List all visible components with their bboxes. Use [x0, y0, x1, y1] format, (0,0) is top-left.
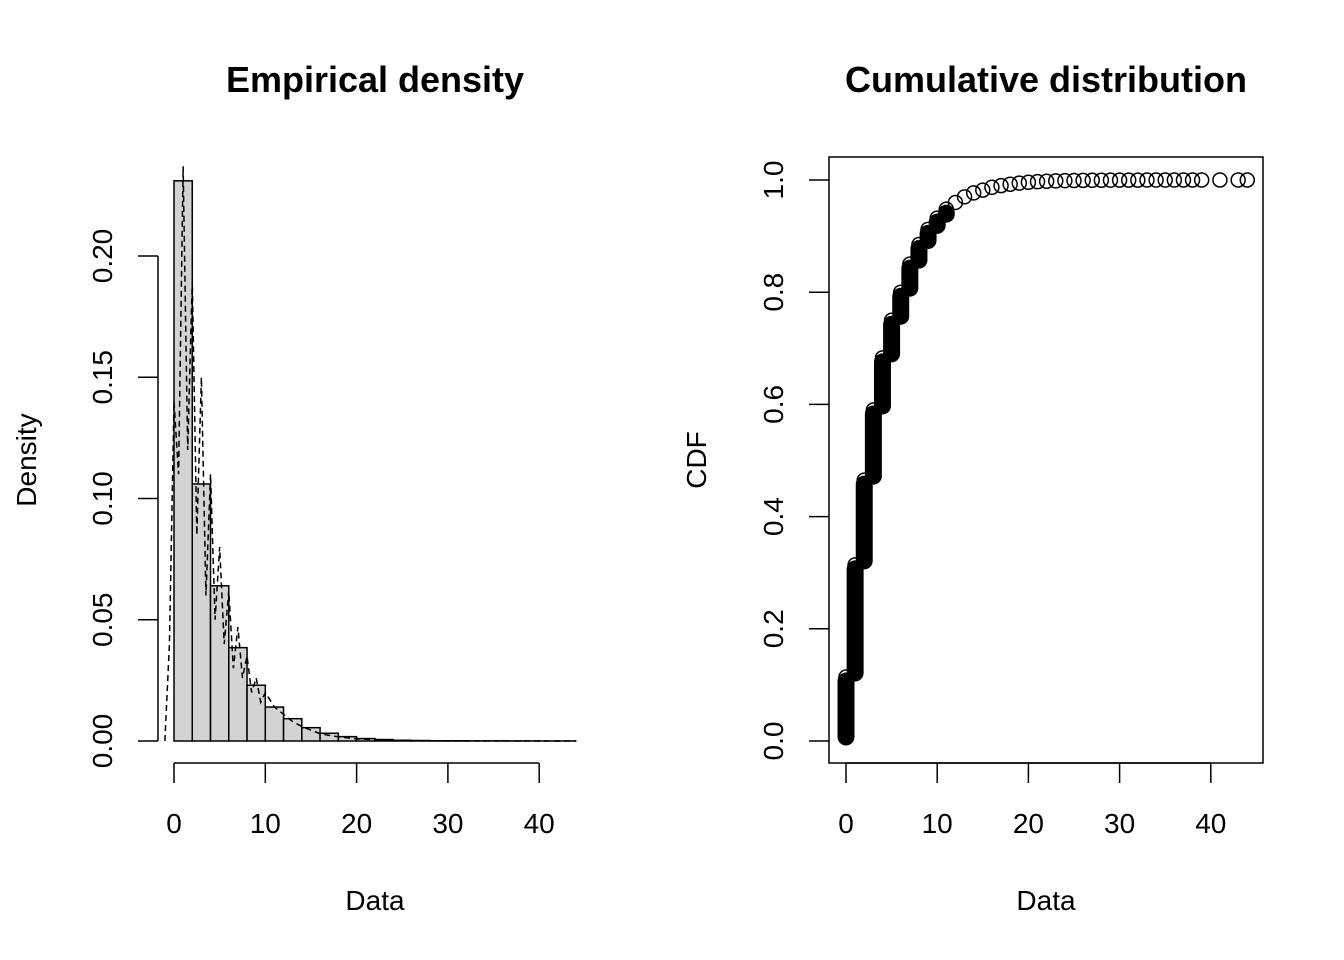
cdf-point — [1184, 172, 1201, 188]
histogram-bar — [246, 684, 267, 742]
histogram-bar — [209, 585, 230, 742]
cdf-point — [1066, 172, 1082, 189]
density-ylabel: Density — [11, 413, 42, 506]
cdf-panel: Cumulative distribution Data CDF 0 10 20 30… — [681, 59, 1264, 916]
cdf-point — [1048, 173, 1064, 189]
density-curve — [164, 166, 576, 742]
density-y-tick-label: 0.20 — [87, 229, 118, 284]
density-xlabel: Data — [345, 885, 405, 916]
cdf-y-tick-label: 0.4 — [758, 497, 789, 536]
density-y-tick-label: 0.00 — [87, 714, 118, 769]
cdf-point — [1075, 172, 1091, 189]
cdf-point — [965, 185, 982, 201]
cdf-title: Cumulative distribution — [845, 59, 1247, 100]
cdf-x-tick-label: 20 — [1013, 808, 1044, 839]
density-x-tick-label: 10 — [250, 808, 281, 839]
cdf-xlabel: Data — [1016, 885, 1076, 916]
cdf-point — [1175, 172, 1192, 188]
cdf-point — [1020, 174, 1037, 190]
cdf-plot-box — [828, 156, 1264, 764]
density-x-tick-label: 0 — [166, 808, 182, 839]
cdf-x-tick-label: 0 — [838, 808, 854, 839]
cdf-y-tick-label: 0.8 — [758, 273, 789, 312]
histogram-bar — [191, 483, 212, 742]
cdf-x-tick-label: 10 — [922, 808, 953, 839]
cdf-point — [1002, 176, 1018, 192]
cdf-point — [1011, 175, 1028, 191]
cdf-point — [1057, 172, 1073, 189]
density-title: Empirical density — [226, 59, 524, 100]
density-y-tick-label: 0.05 — [87, 593, 118, 648]
cdf-point — [1038, 173, 1055, 189]
cdf-ylabel: CDF — [681, 431, 712, 489]
cdf-point — [1084, 172, 1100, 189]
cdf-point — [1166, 172, 1183, 188]
cdf-point — [1212, 172, 1228, 188]
histogram-bar — [228, 646, 248, 742]
cdf-y-tick-label: 0.0 — [758, 722, 789, 761]
cdf-point — [1111, 172, 1128, 188]
cdf-point — [947, 194, 964, 211]
density-x-tick-label: 20 — [341, 808, 372, 839]
cdf-point — [1157, 172, 1173, 188]
cdf-point — [1120, 172, 1137, 188]
cdf-point — [975, 182, 991, 198]
empirical-density-panel: Empirical density Data Density 0 10 20 30 40… — [11, 59, 577, 916]
cdf-point — [1148, 172, 1164, 188]
cdf-y-tick-label: 0.6 — [758, 385, 789, 424]
density-x-tick-label: 30 — [432, 808, 463, 839]
cdf-point — [1102, 172, 1119, 188]
cdf-y-tick-label: 0.2 — [758, 609, 789, 648]
density-y-tick-label: 0.10 — [87, 471, 118, 526]
density-x-tick-label: 40 — [524, 808, 555, 839]
cdf-point — [1093, 172, 1110, 188]
cdf-point — [1029, 173, 1046, 190]
cdf-point — [1239, 172, 1256, 188]
density-y-tick-label: 0.15 — [87, 350, 118, 405]
cdf-x-tick-label: 30 — [1104, 808, 1135, 839]
cdf-point — [984, 179, 1000, 196]
cdf-point — [1139, 172, 1155, 188]
cdf-point — [1230, 172, 1246, 188]
cdf-point — [1193, 172, 1210, 188]
cdf-y-tick-label: 1.0 — [758, 161, 789, 200]
cdf-x-tick-label: 40 — [1195, 808, 1226, 839]
cdf-point — [993, 177, 1009, 194]
cdf-point — [956, 189, 973, 205]
histogram-bar — [173, 180, 194, 742]
cdf-point — [1130, 172, 1146, 188]
